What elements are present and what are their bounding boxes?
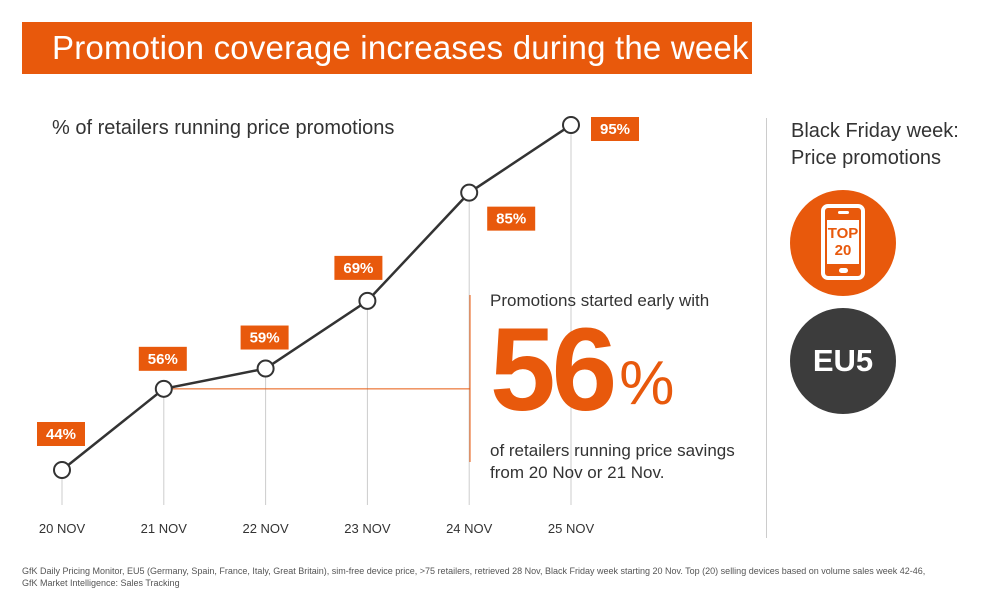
data-label-box: [138, 346, 187, 371]
data-point: [562, 116, 580, 134]
data-label-box: [487, 206, 536, 231]
x-tick-label: 25 NOV: [548, 521, 595, 536]
smartphone-icon: TOP 20: [821, 204, 865, 280]
data-point: [460, 183, 479, 202]
data-label: 44%: [46, 426, 76, 443]
callout-intro: Promotions started early with: [490, 291, 710, 310]
callout-description: of retailers running price savings from …: [490, 441, 735, 482]
drop-lines: [61, 133, 572, 505]
callout-percent-sign: %: [619, 349, 675, 418]
data-label: 85%: [496, 211, 526, 228]
data-labels: 44% 56% 59% 69% 85% 95%: [37, 117, 639, 446]
data-label-box: [240, 325, 289, 350]
x-axis-ticks: 20 NOV 21 NOV 22 NOV 23 NOV 24 NOV 25 NOV: [39, 521, 595, 536]
phone-home-button: [839, 268, 848, 273]
data-label: 95%: [600, 121, 630, 138]
x-tick-label: 23 NOV: [344, 521, 391, 536]
top-badge-line2: 20: [834, 242, 852, 259]
highlight-callout: Promotions started early with 56% of ret…: [490, 290, 760, 484]
sidebar-title: Black Friday week: Price promotions: [791, 118, 959, 172]
x-tick-label: 20 NOV: [39, 521, 86, 536]
top20-badge: TOP 20: [790, 190, 896, 296]
footnote-line1: GfK Daily Pricing Monitor, EU5 (Germany,…: [22, 566, 926, 576]
data-point: [53, 461, 71, 479]
series-line: [61, 123, 572, 471]
phone-speaker: [838, 211, 849, 214]
data-label-box: [37, 422, 85, 446]
footnote-line2: GfK Market Intelligence: Sales Tracking: [22, 578, 180, 588]
sidebar-title-line2: Price promotions: [791, 147, 942, 169]
footnote: GfK Daily Pricing Monitor, EU5 (Germany,…: [22, 565, 982, 589]
chart-subtitle: % of retailers running price promotions: [52, 117, 395, 139]
vertical-divider: [766, 118, 767, 538]
eu5-badge: EU5: [790, 308, 896, 414]
phone-screen: TOP 20: [827, 220, 859, 264]
data-point: [358, 291, 377, 310]
top-badge-line1: TOP: [827, 225, 859, 242]
x-tick-label: 21 NOV: [141, 521, 188, 536]
data-points: [53, 116, 580, 479]
data-label: 59%: [250, 330, 280, 347]
callout-big-number: 56: [490, 304, 617, 436]
data-point: [154, 379, 173, 398]
data-label-box: [591, 117, 639, 141]
x-tick-label: 22 NOV: [242, 521, 289, 536]
sidebar-title-line1: Black Friday week:: [791, 120, 959, 142]
data-label: 56%: [148, 351, 178, 368]
data-label-box: [334, 255, 383, 280]
x-tick-label: 24 NOV: [446, 521, 493, 536]
data-label: 69%: [343, 260, 373, 277]
callout-big-figure: 56%: [490, 311, 760, 429]
page-title: Promotion coverage increases during the …: [22, 22, 752, 74]
data-point: [256, 359, 275, 378]
